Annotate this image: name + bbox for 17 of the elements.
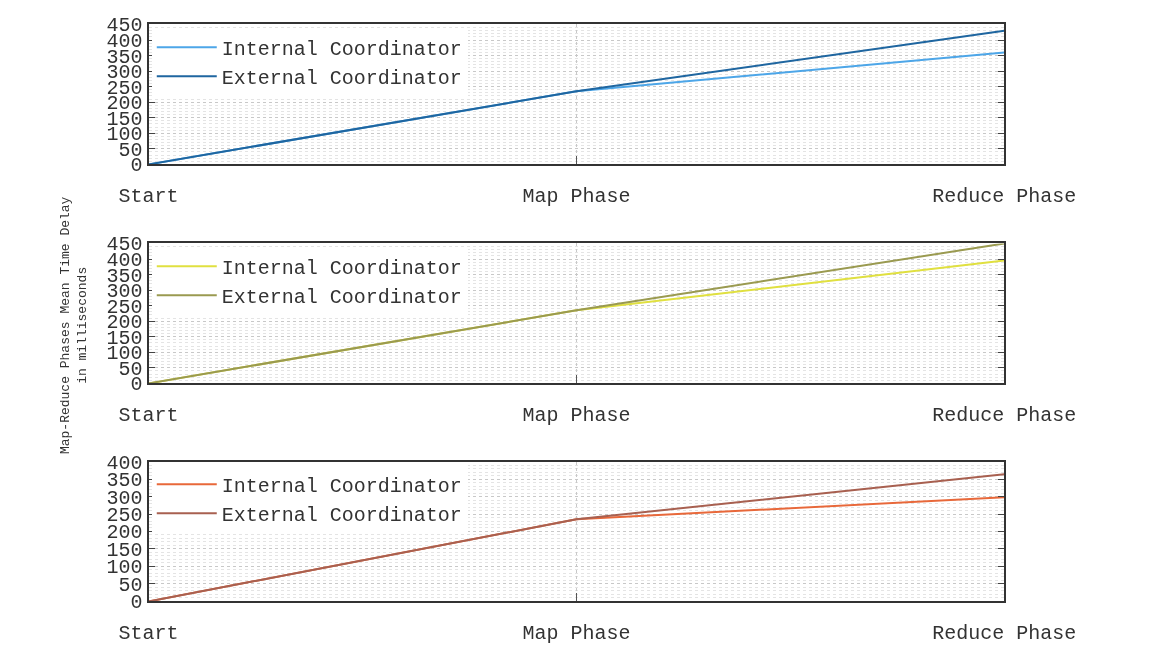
x-tick-label: Start <box>118 185 179 209</box>
legend-label: Internal Coordinator <box>221 37 462 61</box>
x-tick-label: Start <box>118 404 179 428</box>
x-tick-label: Start <box>118 622 179 646</box>
x-tick-label: Reduce Phase <box>932 404 1077 428</box>
legend-label: Internal Coordinator <box>221 475 462 498</box>
x-tick-label: Map Phase <box>522 622 631 646</box>
x-tick-label: Reduce Phase <box>932 185 1077 209</box>
y-axis-title: Map-Reduce Phases Mean Time Delay in milliseconds <box>58 196 90 455</box>
legend-label: External Coordinator <box>221 285 462 309</box>
legend-label: External Coordinator <box>221 504 462 527</box>
legend-label: Internal Coordinator <box>221 256 462 280</box>
legend-label: External Coordinator <box>221 66 462 90</box>
x-tick-label: Map Phase <box>522 404 631 428</box>
y-tick-label: 0 <box>130 591 143 615</box>
x-tick-label: Reduce Phase <box>932 622 1077 646</box>
x-tick-label: Map Phase <box>522 185 631 209</box>
